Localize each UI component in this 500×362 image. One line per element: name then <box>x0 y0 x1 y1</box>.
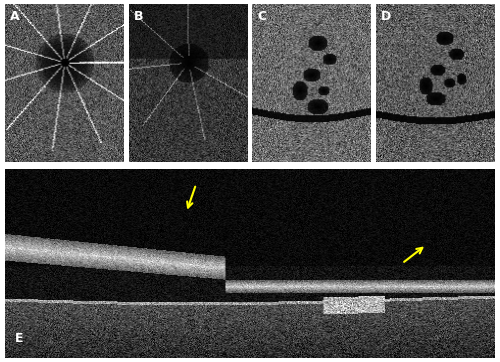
Text: D: D <box>381 10 391 23</box>
Text: E: E <box>15 332 24 345</box>
Text: C: C <box>257 10 266 23</box>
Text: B: B <box>134 10 143 23</box>
Text: A: A <box>10 10 20 23</box>
